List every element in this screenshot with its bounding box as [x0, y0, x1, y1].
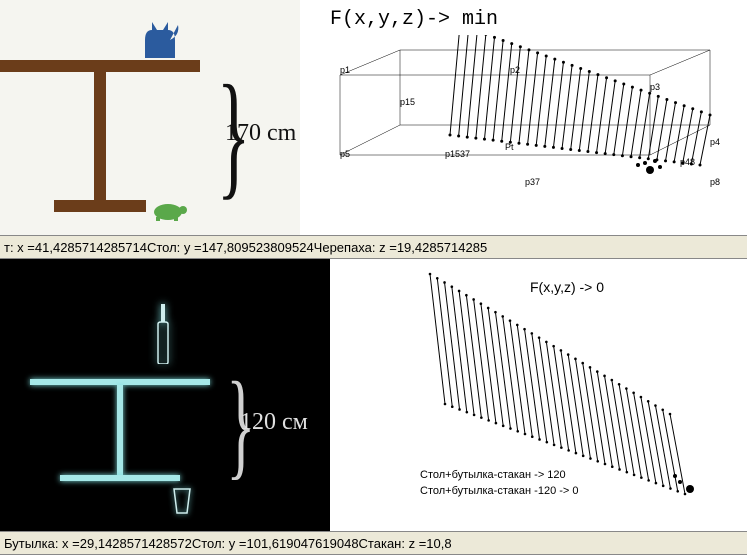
svg-text:p5: p5: [340, 149, 350, 159]
neon-table-leg: [117, 385, 123, 475]
surface-plot-bottom: F(x,y,z) -> 0 Стол+бутылка-стакан -> 120…: [330, 259, 747, 531]
result-y-value: 147,809523809524: [202, 240, 314, 255]
svg-text:p15: p15: [400, 97, 415, 107]
result-z-label: Стакан: z =: [359, 536, 427, 551]
svg-text:p4: p4: [710, 137, 720, 147]
wireframe-plot-top: p1 p2 p3 p4 p5 p8 p15 p37 p48 p1537 Pt: [310, 35, 740, 230]
equation-2: Стол+бутылка-стакан -120 -> 0: [420, 485, 579, 497]
result-x-label: Бутылка: x =: [4, 536, 80, 551]
svg-text:p8: p8: [710, 177, 720, 187]
turtle-icon: [150, 198, 190, 222]
cat-turtle-illustration: } 170 cm: [0, 0, 300, 235]
result-x-value: 41,4285714285714: [35, 240, 147, 255]
glass-icon: [172, 487, 192, 515]
neon-table-base: [60, 475, 180, 481]
result-y-value: 101,619047619048: [246, 536, 358, 551]
dimension-label-bottom: 120 см: [240, 409, 308, 436]
equation-1: Стол+бутылка-стакан -> 120: [420, 469, 566, 481]
result-z-value: 19,4285714285: [397, 240, 487, 255]
dimension-label-top: 170 cm: [225, 120, 296, 147]
cat-icon: [140, 20, 180, 60]
table-base: [54, 200, 146, 212]
table-top: [0, 60, 200, 72]
svg-text:p2: p2: [510, 65, 520, 75]
result-bar-bottom: Бутылка: x = 29,1428571428572 Стол: y = …: [0, 531, 747, 555]
result-x-label: т: x =: [4, 240, 35, 255]
result-z-label: Черепаха: z =: [314, 240, 397, 255]
svg-text:p48: p48: [680, 157, 695, 167]
bottle-glass-illustration: } 120 см: [0, 259, 330, 531]
result-y-label: Стол: y =: [192, 536, 247, 551]
formula-top: F(x,y,z)-> min: [330, 8, 498, 31]
svg-text:p1537: p1537: [445, 149, 470, 159]
result-z-value: 10,8: [426, 536, 451, 551]
svg-text:p3: p3: [650, 82, 660, 92]
table-leg: [94, 72, 106, 202]
surface-plot-top: F(x,y,z)-> min p1 p2 p3 p4 p5 p8 p15 p37 p48 p153…: [300, 0, 747, 235]
svg-text:p1: p1: [340, 65, 350, 75]
bottle-icon: [155, 304, 171, 364]
result-y-label: Стол: y =: [147, 240, 202, 255]
result-x-value: 29,1428571428572: [80, 536, 192, 551]
svg-text:Pt: Pt: [505, 142, 514, 152]
result-bar-top: т: x = 41,4285714285714 Стол: y = 147,80…: [0, 235, 747, 259]
svg-text:p37: p37: [525, 177, 540, 187]
